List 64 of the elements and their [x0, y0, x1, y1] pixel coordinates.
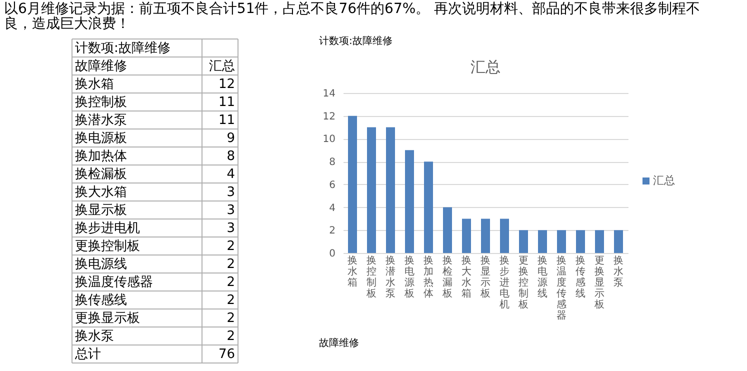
- category-label: 换温度传感器: [75, 275, 153, 290]
- category-label: 换加热体: [75, 149, 127, 164]
- text: 计数项:故障维修: [319, 35, 392, 47]
- text: 2: [226, 257, 235, 272]
- x-tick-label: 换 潜 水 泵: [386, 254, 396, 300]
- x-tick-label: 换 步 进 电 机: [500, 254, 510, 310]
- x-tick-label: 换 水 箱: [348, 254, 358, 288]
- y-tick-label: 4: [329, 202, 336, 214]
- text: 2: [226, 329, 235, 344]
- category-label: 换步进电机: [75, 221, 140, 236]
- text: 3: [226, 203, 235, 218]
- text: 12: [218, 77, 235, 92]
- text: 2: [226, 311, 235, 326]
- category-label: 换传感线: [75, 293, 127, 308]
- text: 计数项:故障维修: [75, 41, 170, 56]
- text: 以6月维修记录为据：前五项不良合计51件，占总不良76件的67%。 再次说明材料、部品的不良带来很多制程不: [4, 1, 700, 17]
- category-label: 换水泵: [75, 329, 114, 344]
- category-label: 换电源线: [75, 257, 127, 272]
- category-label: 换控制板: [75, 95, 127, 110]
- category-label: 换电源板: [75, 131, 127, 146]
- y-tick-label: 0: [329, 248, 336, 260]
- text: 良，造成巨大浪费！: [4, 16, 130, 32]
- category-label: 换大水箱: [75, 185, 127, 200]
- text: 3: [226, 221, 235, 236]
- text: 2: [226, 293, 235, 308]
- category-label: 换潜水泵: [75, 113, 127, 128]
- text: 2: [226, 275, 235, 290]
- x-tick-label: 换 水 泵: [614, 254, 624, 288]
- y-tick-label: 14: [322, 88, 336, 100]
- x-tick-label: 换 温 度 传 感 器: [556, 254, 566, 322]
- category-label: 换显示板: [75, 203, 127, 218]
- x-tick-label: 换 加 热 体: [424, 254, 434, 300]
- y-tick-label: 6: [329, 180, 336, 191]
- text: 故障维修: [319, 337, 359, 349]
- text: 2: [226, 239, 235, 254]
- chart-title: 汇总: [470, 58, 500, 76]
- x-tick-label: 换 传 感 线: [576, 254, 586, 300]
- text: 故障维修: [75, 59, 127, 74]
- y-tick-label: 8: [329, 157, 336, 168]
- category-label: 更换控制板: [75, 239, 140, 254]
- text: 3: [226, 185, 235, 200]
- text: 4: [226, 167, 235, 182]
- y-tick-label: 2: [329, 226, 336, 237]
- text: 总计: [74, 347, 101, 362]
- x-tick-label: 更 换 显 示 板: [594, 256, 604, 310]
- x-tick-label: 换 电 源 板: [404, 254, 414, 300]
- x-tick-label: 换 显 示 板: [480, 254, 490, 300]
- category-label: 换水箱: [75, 77, 114, 92]
- legend-label: 汇总: [653, 174, 675, 187]
- text: 11: [218, 113, 235, 128]
- y-tick-label: 10: [322, 134, 336, 146]
- text: 8: [226, 149, 235, 164]
- x-tick-label: 换 检 漏 板: [442, 254, 452, 300]
- y-tick-label: 12: [322, 111, 336, 122]
- category-label: 换检漏板: [75, 167, 127, 182]
- text: 11: [218, 95, 235, 110]
- x-tick-label: 换 大 水 箱: [462, 254, 472, 300]
- text: 9: [226, 131, 235, 146]
- x-tick-label: 换 控 制 板: [366, 254, 376, 300]
- text: 汇总: [209, 59, 235, 74]
- text: 76: [218, 347, 235, 362]
- x-tick-label: 换 电 源 线: [538, 254, 548, 300]
- category-label: 更换显示板: [75, 311, 140, 326]
- x-tick-label: 更 换 控 制 板: [518, 256, 528, 310]
